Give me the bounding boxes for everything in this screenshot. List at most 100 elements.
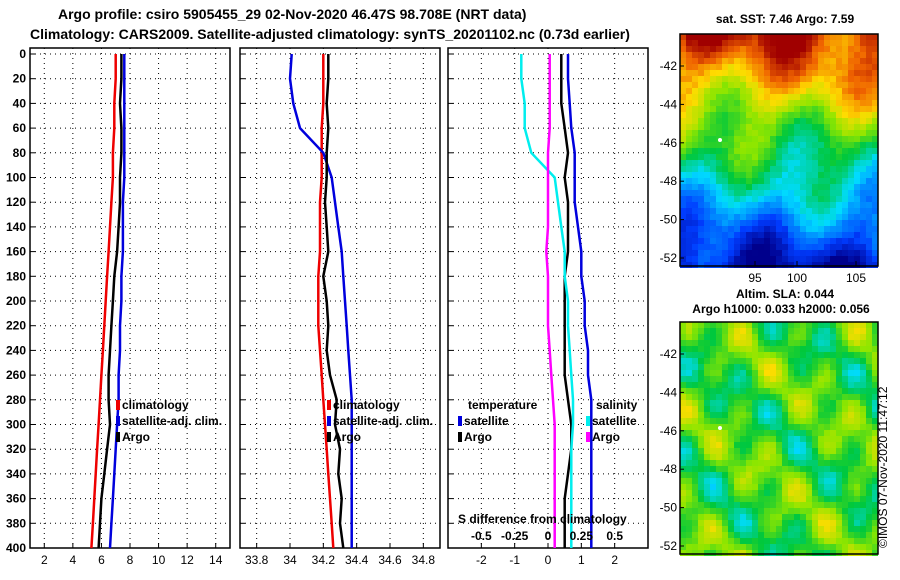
map-cell (740, 124, 746, 130)
map-cell (836, 358, 842, 364)
map-cell (686, 340, 692, 346)
map-cell (812, 142, 818, 148)
map-cell (722, 406, 728, 412)
map-cell (806, 358, 812, 364)
map-cell (686, 82, 692, 88)
map-cell (764, 202, 770, 208)
map-cell (722, 64, 728, 70)
map-cell (824, 94, 830, 100)
map-cell (710, 334, 716, 340)
map-cell (854, 250, 860, 256)
map-cell (794, 532, 800, 538)
map-cell (812, 346, 818, 352)
x-tick-label: 34.8 (412, 553, 436, 567)
map-cell (692, 106, 698, 112)
map-cell (734, 418, 740, 424)
map-cell (722, 370, 728, 376)
map-cell (800, 118, 806, 124)
map-cell (710, 124, 716, 130)
map-cell (872, 256, 878, 262)
map-cell (704, 244, 710, 250)
map-cell (782, 346, 788, 352)
map-cell (728, 220, 734, 226)
map-cell (770, 172, 776, 178)
map-cell (692, 256, 698, 262)
map-cell (734, 76, 740, 82)
map-cell (836, 100, 842, 106)
map-cell (740, 94, 746, 100)
map-cell (854, 442, 860, 448)
map-cell (794, 136, 800, 142)
map-cell (848, 46, 854, 52)
map-cell (812, 412, 818, 418)
map-cell (854, 196, 860, 202)
map-cell (854, 532, 860, 538)
map-cell (794, 502, 800, 508)
map-cell (776, 364, 782, 370)
map-cell (752, 94, 758, 100)
map-cell (818, 244, 824, 250)
map-cell (758, 430, 764, 436)
map-cell (800, 412, 806, 418)
map-cell (866, 262, 872, 268)
map-cell (806, 100, 812, 106)
map-cell (782, 238, 788, 244)
map-cell (860, 202, 866, 208)
map-cell (692, 196, 698, 202)
map-cell (842, 76, 848, 82)
map-cell (752, 100, 758, 106)
map-cell (716, 106, 722, 112)
map-cell (752, 394, 758, 400)
map-cell (764, 334, 770, 340)
map-cell (740, 46, 746, 52)
map-cell (752, 58, 758, 64)
map-cell (710, 256, 716, 262)
map-cell (740, 184, 746, 190)
map-cell (848, 436, 854, 442)
map-cell (752, 436, 758, 442)
map-cell (800, 394, 806, 400)
y-tick-label: 300 (6, 418, 26, 432)
map-cell (680, 64, 686, 70)
map-cell (824, 172, 830, 178)
map-cell (824, 340, 830, 346)
map-cell (866, 496, 872, 502)
map-cell (680, 238, 686, 244)
map-cell (848, 172, 854, 178)
map-cell (866, 238, 872, 244)
map-cell (728, 100, 734, 106)
map-cell (734, 196, 740, 202)
map-cell (740, 136, 746, 142)
map-cell (728, 250, 734, 256)
series-argo (97, 54, 123, 549)
map-cell (836, 76, 842, 82)
map-cell (800, 76, 806, 82)
map-cell (842, 478, 848, 484)
map-cell (848, 244, 854, 250)
map-cell (836, 544, 842, 550)
map-cell (704, 214, 710, 220)
map-cell (794, 214, 800, 220)
map-cell (824, 118, 830, 124)
map-cell (776, 136, 782, 142)
map-cell (728, 172, 734, 178)
map-cell (716, 406, 722, 412)
map-cell (800, 364, 806, 370)
map-cell (788, 550, 794, 556)
map-cell (806, 496, 812, 502)
map-cell (830, 436, 836, 442)
map-cell (686, 526, 692, 532)
map-cell (806, 394, 812, 400)
map-cell (782, 430, 788, 436)
map-cell (740, 190, 746, 196)
map-cell (758, 184, 764, 190)
map-cell (818, 88, 824, 94)
map-cell (770, 52, 776, 58)
map-cell (860, 106, 866, 112)
sla-lat-label: -48 (660, 462, 678, 476)
map-cell (686, 214, 692, 220)
map-cell (788, 436, 794, 442)
map-cell (758, 70, 764, 76)
map-cell (776, 226, 782, 232)
map-cell (824, 64, 830, 70)
